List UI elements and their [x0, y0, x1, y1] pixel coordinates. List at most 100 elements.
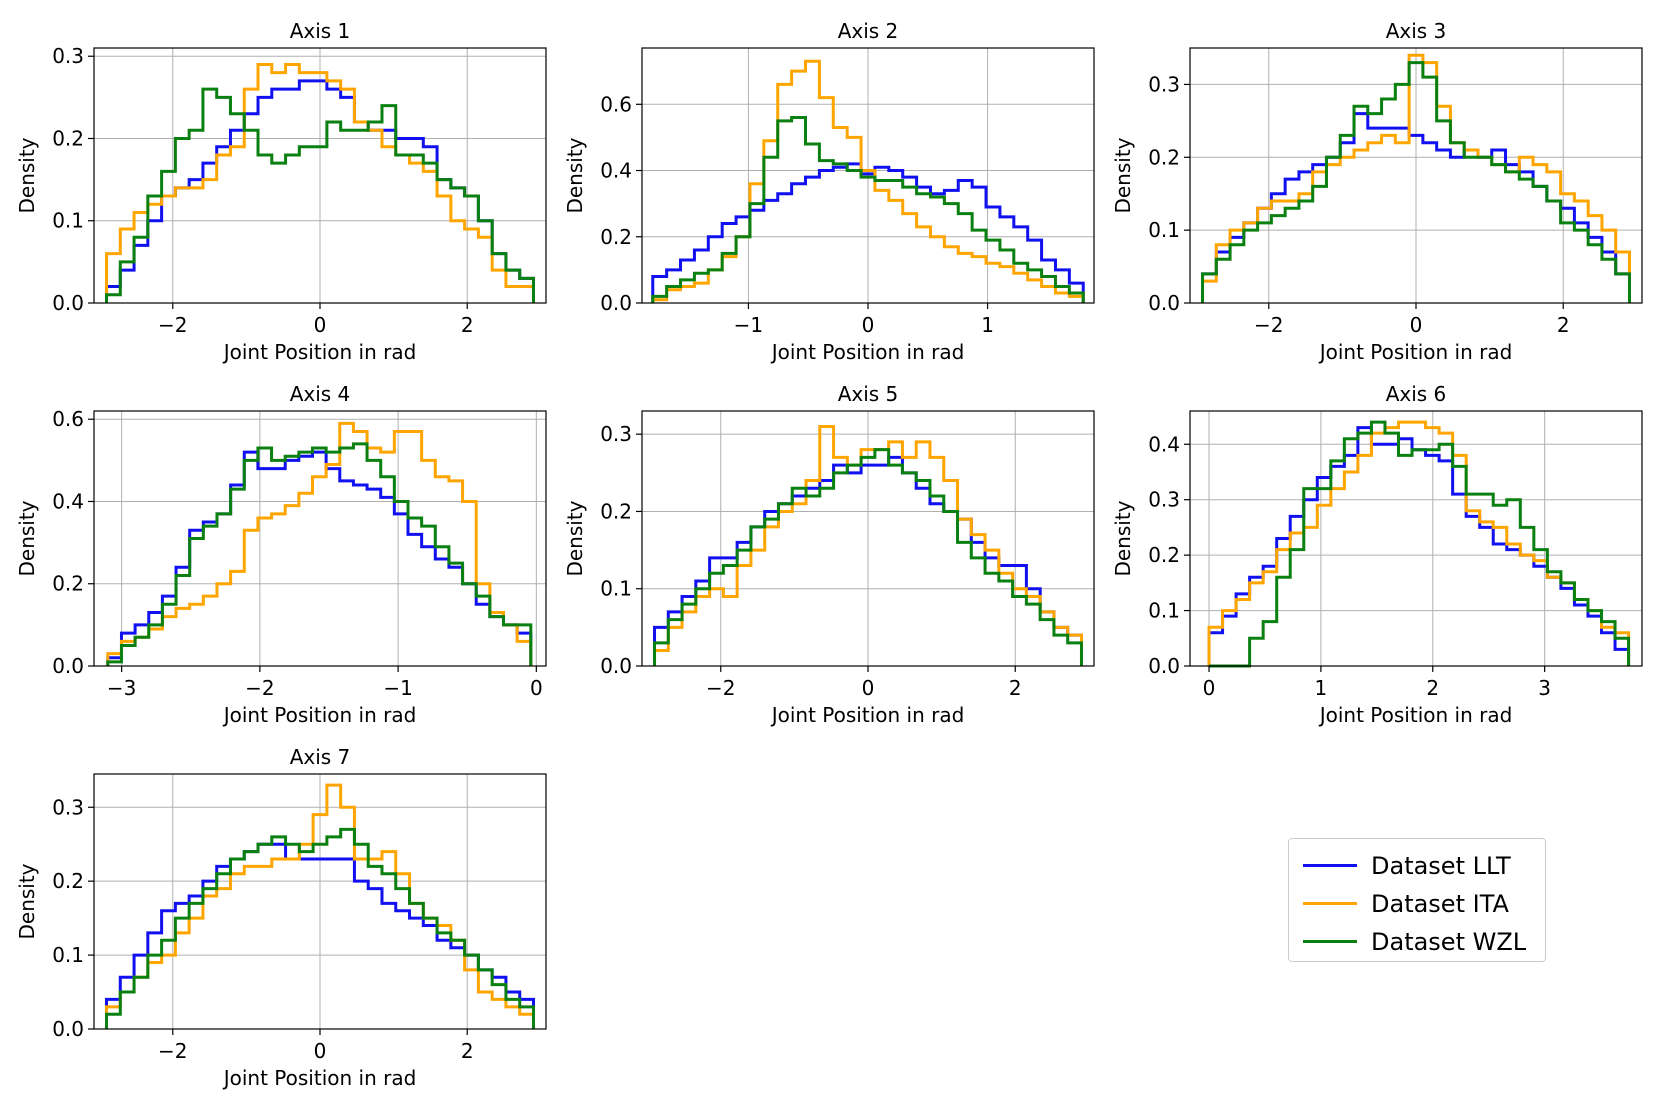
y-tick-label: 0.2: [1148, 543, 1180, 567]
y-tick-label: 0.2: [52, 126, 84, 150]
x-tick-label: −2: [245, 676, 274, 700]
y-axis-label: Density: [563, 500, 587, 576]
x-tick-label: 1: [981, 313, 994, 337]
series-line-llt: [1207, 426, 1631, 666]
x-tick-label: 2: [1009, 676, 1022, 700]
series-line-wzl: [1209, 420, 1631, 668]
x-tick-label: −2: [706, 676, 735, 700]
x-tick-label: −1: [734, 313, 763, 337]
x-tick-label: 1: [1315, 676, 1328, 700]
y-axis-label: Density: [1111, 137, 1135, 213]
x-axis-label: Joint Position in rad: [222, 703, 417, 727]
chart-axis-2: −1 0 1 0.0 0.2 0.4 0.6 Axis 2 Joint Position in …: [563, 19, 1095, 364]
series-line-llt: [106, 450, 533, 666]
x-tick-label: −2: [1254, 313, 1283, 337]
series-line-wzl: [651, 116, 1085, 303]
x-axis-label: Joint Position in rad: [1318, 703, 1513, 727]
series-line-ita: [105, 783, 535, 1029]
chart-title: Axis 3: [1386, 19, 1447, 43]
chart-title: Axis 1: [290, 19, 351, 43]
x-tick-label: 0: [1410, 313, 1423, 337]
chart-axis-4: −3 −2 −1 0 0.0 0.2 0.4 0.6 Axis 4 Joint Position …: [15, 382, 547, 727]
chart-axis-6: 0 1 2 3 0.0 0.1 0.2 0.3 0.4 Axis 6 Joint Position …: [1111, 382, 1643, 727]
legend-label-wzl: Dataset WZL: [1371, 928, 1527, 956]
legend-item-ita: Dataset ITA: [1289, 885, 1545, 925]
legend: Dataset LLT Dataset ITA Dataset WZL: [1288, 838, 1546, 962]
chart-axis-7: −2 0 2 0.0 0.1 0.2 0.3 Axis 7 Joint Position in …: [15, 745, 547, 1090]
chart-title: Axis 4: [290, 382, 351, 406]
y-tick-label: 0.0: [52, 1017, 84, 1041]
series-line-wzl: [1201, 61, 1631, 303]
x-axis-label: Joint Position in rad: [770, 703, 965, 727]
plot-frame: [93, 410, 547, 667]
y-tick-label: 0.6: [600, 92, 632, 116]
chart-axis-3: −2 0 2 0.0 0.1 0.2 0.3 Axis 3 Joint Position in …: [1111, 19, 1643, 364]
series-line-ita: [1207, 420, 1631, 666]
y-tick-label: 0.1: [600, 577, 632, 601]
x-axis-label: Joint Position in rad: [222, 340, 417, 364]
x-tick-label: 2: [1426, 676, 1439, 700]
x-tick-label: 0: [862, 313, 875, 337]
legend-line-llt: [1303, 864, 1357, 867]
y-tick-label: 0.0: [1148, 654, 1180, 678]
y-tick-label: 0.2: [52, 572, 84, 596]
y-tick-label: 0.3: [1148, 72, 1180, 96]
legend-line-wzl: [1303, 940, 1357, 943]
x-tick-label: 2: [461, 1039, 474, 1063]
x-tick-label: 0: [314, 313, 327, 337]
chart-title: Axis 6: [1386, 382, 1447, 406]
series-line-wzl: [105, 87, 535, 303]
y-tick-label: 0.6: [52, 407, 84, 431]
x-tick-label: 0: [314, 1039, 327, 1063]
x-tick-label: −3: [107, 676, 136, 700]
y-tick-label: 0.3: [600, 422, 632, 446]
y-axis-label: Density: [15, 137, 39, 213]
y-tick-label: 0.1: [52, 209, 84, 233]
legend-item-llt: Dataset LLT: [1289, 847, 1545, 887]
y-tick-label: 0.0: [52, 654, 84, 678]
y-tick-label: 0.4: [600, 159, 632, 183]
x-axis-label: Joint Position in rad: [1318, 340, 1513, 364]
x-tick-label: 0: [862, 676, 875, 700]
x-tick-label: −1: [383, 676, 412, 700]
y-tick-label: 0.0: [1148, 291, 1180, 315]
y-tick-label: 0.4: [1148, 432, 1180, 456]
legend-label-llt: Dataset LLT: [1371, 852, 1511, 880]
series-line-ita: [105, 62, 535, 303]
y-tick-label: 0.1: [1148, 599, 1180, 623]
y-tick-label: 0.3: [1148, 488, 1180, 512]
y-tick-label: 0.0: [600, 291, 632, 315]
series-line-llt: [651, 162, 1085, 303]
chart-title: Axis 5: [838, 382, 899, 406]
chart-title: Axis 2: [838, 19, 899, 43]
y-tick-label: 0.0: [52, 291, 84, 315]
chart-axis-1: −2 0 2 0.0 0.1 0.2 0.3 Axis 1 Joint Position in …: [15, 19, 547, 364]
chart-title: Axis 7: [290, 745, 351, 769]
x-tick-label: −2: [158, 313, 187, 337]
series-line-ita: [106, 421, 533, 666]
y-tick-label: 0.0: [600, 654, 632, 678]
y-tick-label: 0.1: [52, 943, 84, 967]
legend-item-wzl: Dataset WZL: [1289, 923, 1545, 963]
x-axis-label: Joint Position in rad: [222, 1066, 417, 1090]
plot-frame: [1189, 410, 1643, 667]
x-tick-label: −2: [158, 1039, 187, 1063]
legend-line-ita: [1303, 902, 1357, 905]
y-axis-label: Density: [15, 863, 39, 939]
y-tick-label: 0.2: [52, 869, 84, 893]
legend-label-ita: Dataset ITA: [1371, 890, 1509, 918]
y-axis-label: Density: [563, 137, 587, 213]
y-axis-label: Density: [15, 500, 39, 576]
series-line-wzl: [653, 448, 1083, 666]
x-tick-label: 0: [1203, 676, 1216, 700]
x-tick-label: 2: [461, 313, 474, 337]
y-tick-label: 0.2: [600, 499, 632, 523]
chart-axis-5: −2 0 2 0.0 0.1 0.2 0.3 Axis 5 Joint Position in …: [563, 382, 1095, 727]
y-axis-label: Density: [1111, 500, 1135, 576]
series-line-wzl: [105, 827, 535, 1029]
y-tick-label: 0.2: [600, 225, 632, 249]
x-axis-label: Joint Position in rad: [770, 340, 965, 364]
x-tick-label: 2: [1557, 313, 1570, 337]
y-tick-label: 0.1: [1148, 218, 1180, 242]
